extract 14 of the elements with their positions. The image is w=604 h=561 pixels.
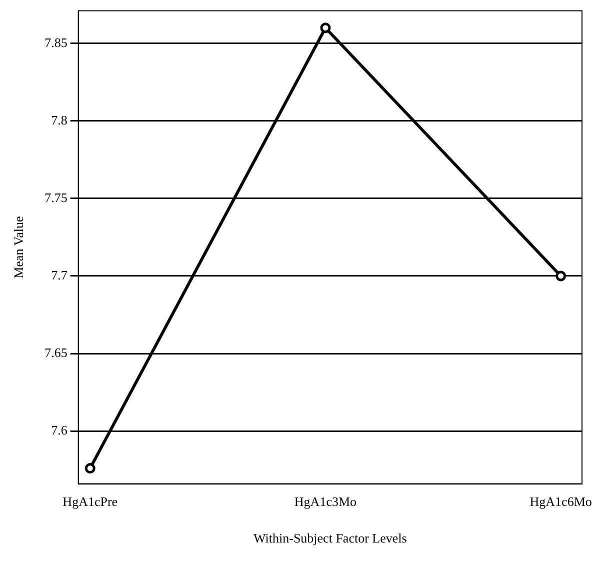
y-tick-label: 7.75	[44, 190, 68, 205]
y-tick-label: 7.65	[44, 344, 68, 360]
y-tick-label: 7.85	[44, 34, 68, 50]
y-axis-title: Mean Value	[11, 216, 26, 278]
x-axis-title: Within-Subject Factor Levels	[254, 530, 407, 546]
y-tick-label: 7.7	[51, 267, 68, 282]
y-tick-label: 7.6	[51, 422, 68, 438]
y-tick-label: 7.8	[51, 112, 68, 128]
point	[320, 22, 331, 34]
x-tick-label: HgA1c6Mo	[530, 494, 592, 510]
x-tick-label: HgA1c3Mo	[294, 494, 357, 510]
point	[84, 463, 96, 474]
point	[556, 270, 566, 282]
x-tick-label: HgA1cPre	[62, 494, 118, 510]
